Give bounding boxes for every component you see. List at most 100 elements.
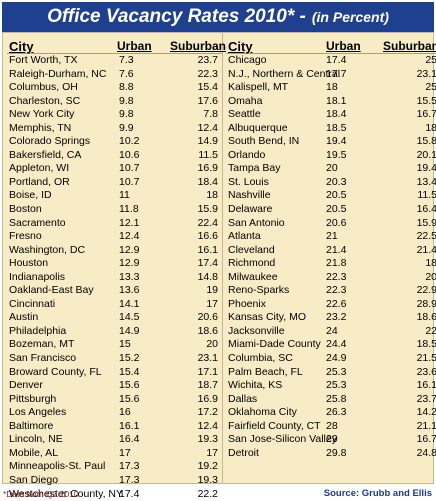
suburban-cell: 17.6 [198, 95, 218, 109]
urban-cell: 18.1 [326, 95, 346, 109]
city-cell: Seattle [228, 108, 261, 122]
urban-cell: 13.3 [119, 271, 139, 285]
header-city: City [9, 39, 34, 54]
urban-cell: 20.3 [326, 176, 346, 190]
city-cell: Mobile, AL [9, 447, 58, 461]
right-table-header: City Urban Suburban [226, 33, 436, 54]
suburban-cell: 14.9 [198, 135, 218, 149]
city-cell: Delaware [228, 203, 272, 217]
suburban-cell: 18.7 [198, 379, 218, 393]
suburban-cell: 20.1 [417, 149, 436, 163]
urban-cell: 15.2 [119, 352, 139, 366]
suburban-cell: 20 [425, 271, 436, 285]
urban-cell: 18.5 [326, 122, 346, 136]
suburban-cell: 15.9 [417, 217, 436, 231]
city-cell: Columbus, OH [9, 81, 78, 95]
city-cell: Cleveland [228, 244, 275, 258]
urban-cell: 12.1 [119, 217, 139, 231]
urban-cell: 21 [326, 230, 338, 244]
city-cell: San Diego [9, 474, 58, 488]
city-cell: Houston [9, 257, 48, 271]
suburban-cell: 7.8 [203, 108, 218, 122]
city-cell: Palm Beach, FL [228, 366, 303, 380]
table-panel: City Urban Suburban Fort Worth, TX 7.3 23.… [2, 32, 434, 484]
header-city: City [228, 39, 253, 54]
urban-cell: 29.8 [326, 447, 346, 461]
city-cell: St. Louis [228, 176, 269, 190]
urban-cell: 18.4 [326, 108, 346, 122]
suburban-cell: 15.5 [417, 95, 436, 109]
city-cell: Tampa Bay [228, 162, 281, 176]
city-cell: South Bend, IN [228, 135, 299, 149]
suburban-cell: 23.1 [198, 352, 218, 366]
city-cell: Milwaukee [228, 271, 278, 285]
suburban-cell: 19.3 [198, 433, 218, 447]
urban-cell: 9.9 [119, 122, 134, 136]
suburban-cell: 16.1 [198, 244, 218, 258]
city-cell: Lincoln, NE [9, 433, 63, 447]
urban-cell: 17.7 [326, 68, 346, 82]
header-suburban: Suburban [383, 39, 436, 53]
city-cell: Albuquerque [228, 122, 288, 136]
urban-cell: 16.1 [119, 420, 139, 434]
suburban-cell: 19.2 [198, 460, 218, 474]
city-cell: Fresno [9, 230, 42, 244]
urban-cell: 15 [119, 338, 131, 352]
header-urban: Urban [326, 39, 361, 53]
urban-cell: 25.3 [326, 366, 346, 380]
suburban-cell: 19.4 [417, 162, 436, 176]
urban-cell: 26.3 [326, 406, 346, 420]
suburban-cell: 18.4 [198, 176, 218, 190]
suburban-cell: 11.5 [198, 149, 218, 163]
suburban-cell: 16.7 [417, 108, 436, 122]
city-cell: Fairfield County, CT [228, 420, 321, 434]
city-cell: Atlanta [228, 230, 261, 244]
table-row: Fairfield County, CT 28 21.1 [226, 420, 436, 434]
suburban-cell: 22.9 [417, 284, 436, 298]
suburban-cell: 17.2 [198, 406, 218, 420]
urban-cell: 28 [326, 420, 338, 434]
urban-cell: 12.9 [119, 244, 139, 258]
city-cell: Appleton, WI [9, 162, 69, 176]
city-cell: Orlando [228, 149, 265, 163]
city-cell: Pittsburgh [9, 393, 56, 407]
chart-title: Office Vacancy Rates 2010* - [47, 6, 306, 28]
city-cell: Chicago [228, 54, 267, 68]
urban-cell: 14.9 [119, 325, 139, 339]
urban-cell: 20 [326, 162, 338, 176]
urban-cell: 7.3 [119, 54, 134, 68]
suburban-cell: 21.1 [417, 420, 436, 434]
city-cell: Boston [9, 203, 42, 217]
city-cell: Sacramento [9, 217, 66, 231]
urban-cell: 16 [119, 406, 131, 420]
urban-cell: 15.6 [119, 379, 139, 393]
city-cell: Fort Worth, TX [9, 54, 77, 68]
